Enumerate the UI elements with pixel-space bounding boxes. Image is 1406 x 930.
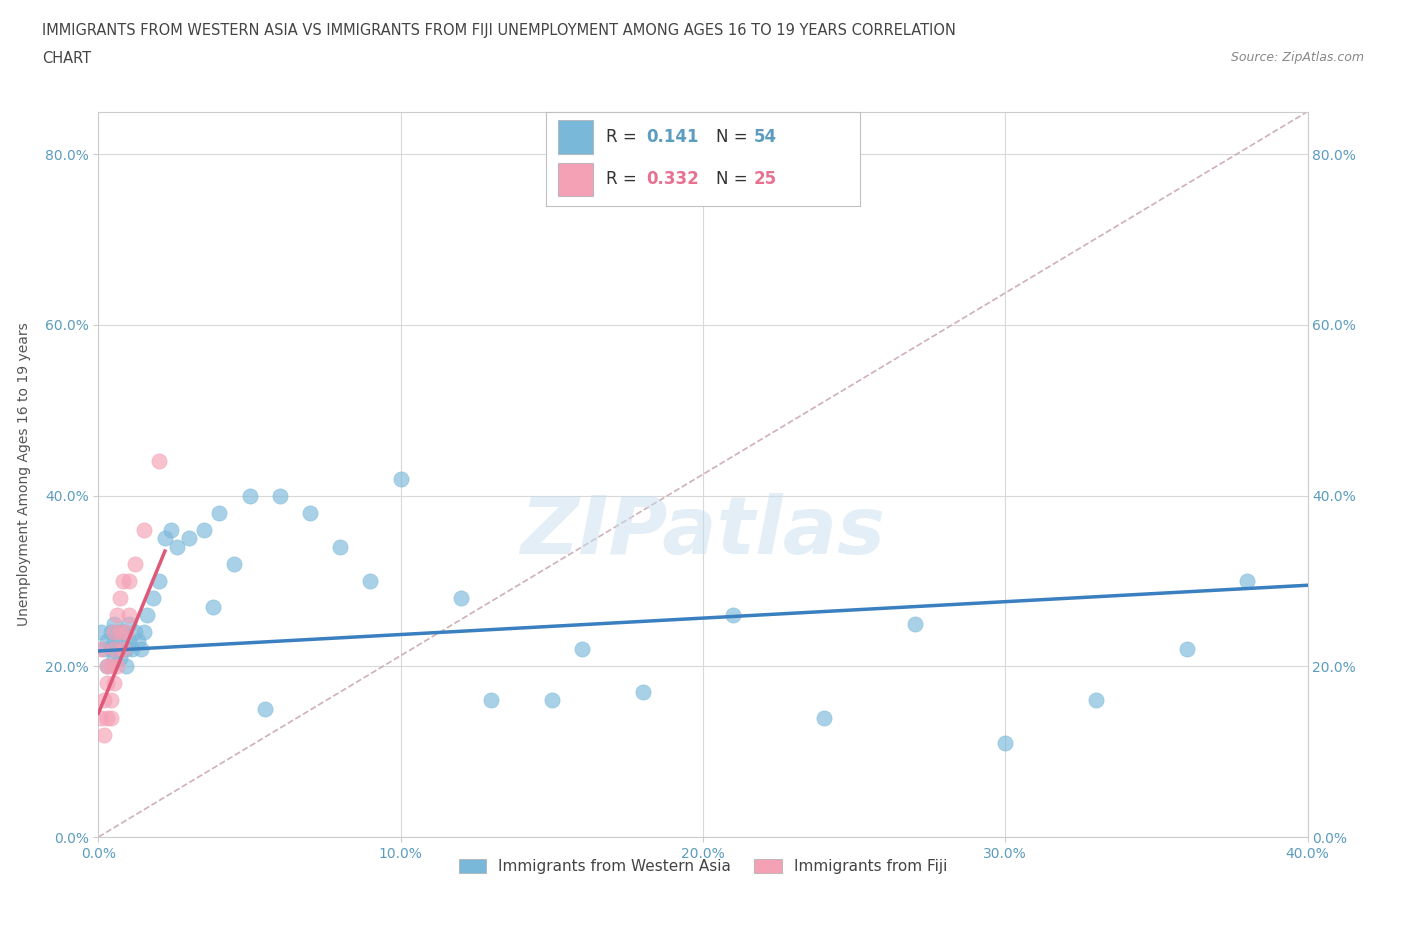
Point: [160, 523, 183, 538]
Point: [90, 642, 112, 657]
Point: [103, 642, 125, 657]
Point: [114, 658, 136, 673]
Point: [90, 625, 112, 640]
Point: [108, 625, 131, 640]
Point: [124, 625, 146, 640]
Point: [135, 607, 157, 622]
Point: [103, 625, 125, 640]
Point: [631, 684, 654, 699]
Point: [904, 617, 927, 631]
Point: [142, 591, 165, 605]
Point: [253, 701, 276, 716]
Point: [114, 642, 136, 657]
Point: [389, 472, 412, 486]
Point: [129, 642, 152, 657]
Point: [193, 523, 215, 538]
Point: [118, 617, 141, 631]
Point: [108, 650, 131, 665]
Point: [121, 642, 143, 657]
Point: [114, 625, 136, 640]
Point: [111, 642, 134, 657]
Text: IMMIGRANTS FROM WESTERN ASIA VS IMMIGRANTS FROM FIJI UNEMPLOYMENT AMONG AGES 16 : IMMIGRANTS FROM WESTERN ASIA VS IMMIGRAN…: [42, 23, 956, 38]
Point: [100, 711, 122, 725]
Point: [111, 642, 134, 657]
Point: [96, 676, 118, 691]
Point: [329, 539, 352, 554]
Point: [202, 599, 225, 614]
Point: [299, 505, 322, 520]
Point: [1175, 642, 1198, 657]
Point: [118, 633, 141, 648]
Point: [481, 693, 503, 708]
Point: [1236, 574, 1258, 589]
Point: [208, 505, 231, 520]
Point: [105, 658, 128, 673]
Point: [148, 574, 170, 589]
Point: [118, 574, 141, 589]
Point: [96, 658, 118, 673]
Point: [103, 650, 125, 665]
Point: [105, 625, 128, 640]
Point: [118, 607, 141, 622]
Point: [450, 591, 472, 605]
Point: [96, 711, 118, 725]
Point: [360, 574, 382, 589]
Point: [132, 625, 155, 640]
Legend: Immigrants from Western Asia, Immigrants from Fiji: Immigrants from Western Asia, Immigrants…: [453, 853, 953, 880]
Point: [100, 625, 122, 640]
Point: [105, 607, 128, 622]
Point: [148, 454, 170, 469]
Point: [100, 693, 122, 708]
Point: [224, 556, 246, 571]
Point: [269, 488, 291, 503]
Point: [103, 617, 125, 631]
Point: [111, 574, 134, 589]
Point: [100, 658, 122, 673]
Text: CHART: CHART: [42, 51, 91, 66]
Point: [994, 736, 1017, 751]
Point: [239, 488, 262, 503]
Point: [111, 625, 134, 640]
Point: [96, 658, 118, 673]
Point: [100, 642, 122, 657]
Point: [124, 556, 146, 571]
Y-axis label: Unemployment Among Ages 16 to 19 years: Unemployment Among Ages 16 to 19 years: [17, 323, 31, 626]
Point: [571, 642, 593, 657]
Point: [105, 642, 128, 657]
Point: [96, 633, 118, 648]
Point: [127, 633, 149, 648]
Point: [1085, 693, 1108, 708]
Point: [108, 633, 131, 648]
Point: [90, 711, 112, 725]
Point: [813, 711, 835, 725]
Point: [153, 531, 176, 546]
Point: [179, 531, 201, 546]
Point: [540, 693, 562, 708]
Point: [108, 591, 131, 605]
Point: [103, 676, 125, 691]
Point: [103, 633, 125, 648]
Point: [723, 607, 745, 622]
Text: ZIPatlas: ZIPatlas: [520, 493, 886, 571]
Point: [132, 523, 155, 538]
Point: [166, 539, 188, 554]
Point: [93, 642, 115, 657]
Point: [93, 693, 115, 708]
Text: Source: ZipAtlas.com: Source: ZipAtlas.com: [1230, 51, 1364, 64]
Point: [93, 727, 115, 742]
